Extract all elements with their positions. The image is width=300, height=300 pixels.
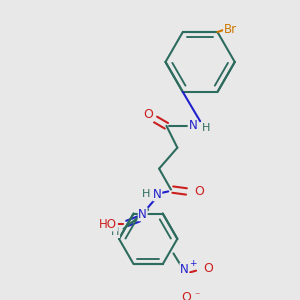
- Text: O: O: [194, 185, 204, 198]
- Text: ⁻: ⁻: [194, 291, 200, 300]
- Text: O: O: [203, 262, 213, 275]
- Text: O: O: [181, 291, 191, 300]
- Text: HO: HO: [99, 218, 117, 231]
- Text: H: H: [201, 123, 210, 133]
- Text: O: O: [143, 108, 153, 122]
- Text: +: +: [189, 259, 196, 268]
- Text: H: H: [111, 227, 119, 238]
- Text: H: H: [142, 189, 151, 199]
- Text: N: N: [153, 188, 162, 201]
- Text: N: N: [188, 119, 197, 132]
- Text: N: N: [180, 263, 189, 276]
- Text: N: N: [138, 208, 147, 221]
- Text: Br: Br: [224, 23, 237, 36]
